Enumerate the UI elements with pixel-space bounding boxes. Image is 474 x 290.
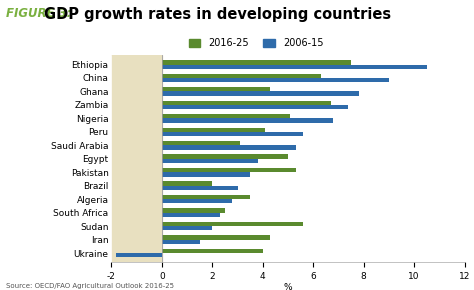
Bar bbox=[162, 213, 220, 217]
Bar bbox=[162, 141, 240, 145]
Text: FIGURE 3:: FIGURE 3: bbox=[6, 7, 71, 20]
Bar bbox=[162, 155, 288, 159]
Bar bbox=[162, 195, 250, 199]
Bar bbox=[162, 87, 270, 91]
Bar bbox=[162, 159, 258, 163]
Bar bbox=[162, 78, 389, 82]
Bar bbox=[162, 172, 250, 177]
Bar bbox=[162, 118, 333, 123]
Bar bbox=[162, 114, 291, 118]
Bar bbox=[162, 240, 200, 244]
Bar bbox=[162, 105, 348, 109]
Bar bbox=[162, 91, 358, 96]
Bar bbox=[162, 199, 232, 204]
Bar bbox=[162, 168, 295, 172]
Bar bbox=[162, 186, 237, 190]
Bar bbox=[162, 65, 427, 69]
Bar bbox=[162, 132, 303, 136]
Text: GDP growth rates in developing countries: GDP growth rates in developing countries bbox=[44, 7, 391, 22]
Bar bbox=[162, 182, 212, 186]
Bar bbox=[162, 101, 331, 105]
Bar bbox=[162, 145, 295, 150]
Text: 2006-15 vs. 2016-25: 2006-15 vs. 2016-25 bbox=[4, 19, 132, 29]
Text: Source: OECD/FAO Agricultural Outlook 2016-25: Source: OECD/FAO Agricultural Outlook 20… bbox=[6, 282, 173, 289]
Bar bbox=[162, 235, 270, 240]
Bar bbox=[162, 74, 321, 78]
Bar bbox=[111, 55, 162, 262]
Bar bbox=[162, 222, 303, 226]
Bar bbox=[117, 253, 162, 257]
Bar bbox=[162, 128, 265, 132]
Text: Copyright WATT Global Media 2016: Copyright WATT Global Media 2016 bbox=[345, 21, 469, 27]
Bar bbox=[162, 60, 351, 65]
Legend: 2016-25, 2006-15: 2016-25, 2006-15 bbox=[185, 35, 327, 52]
X-axis label: %: % bbox=[283, 282, 292, 290]
Bar bbox=[162, 226, 212, 230]
Bar bbox=[162, 249, 263, 253]
Bar bbox=[162, 208, 225, 213]
